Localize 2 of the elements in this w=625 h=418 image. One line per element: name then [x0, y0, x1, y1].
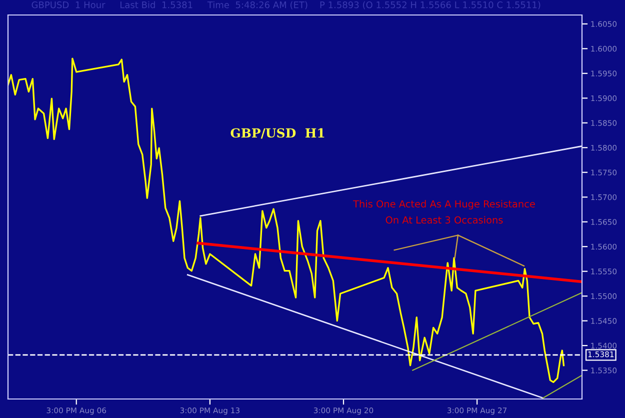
annotation: This One Acted As A Huge Resistance On At Least 3 Occasions: [353, 200, 535, 224]
annotation: GBP/USD H1: [230, 128, 324, 139]
